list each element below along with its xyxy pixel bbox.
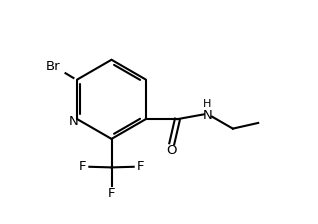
Text: F: F <box>79 160 86 173</box>
Text: O: O <box>167 144 177 157</box>
Text: N: N <box>203 110 212 123</box>
Text: Br: Br <box>45 60 60 73</box>
Text: H: H <box>203 99 212 109</box>
Text: F: F <box>108 187 115 200</box>
Text: N: N <box>69 115 78 128</box>
Text: F: F <box>137 160 144 173</box>
